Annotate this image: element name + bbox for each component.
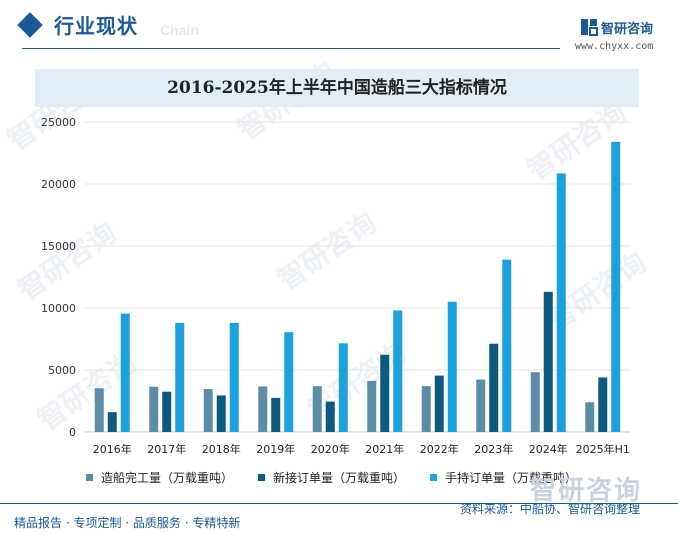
- legend-swatch: [86, 473, 93, 481]
- title-ghost-text: Chain: [160, 22, 199, 38]
- y-tick-label: 10000: [41, 302, 76, 315]
- bar: [598, 377, 608, 432]
- chart-title: 2016-2025年上半年中国造船三大指标情况: [167, 78, 507, 98]
- bar: [149, 386, 159, 432]
- legend-item-completed: 造船完工量（万载重吨）: [86, 467, 233, 487]
- legend-label: 造船完工量（万载重吨）: [101, 470, 234, 485]
- x-tick-label: 2016年: [93, 442, 132, 456]
- watermark-logo-text: 智研咨询: [530, 476, 643, 506]
- legend-label: 手持订单量（万载重吨）: [445, 470, 578, 485]
- x-tick-label: 2022年: [420, 442, 459, 456]
- x-tick-label: 2021年: [365, 442, 404, 456]
- y-tick-label: 5000: [48, 364, 76, 377]
- y-tick-label: 25000: [41, 116, 76, 129]
- y-tick-label: 15000: [41, 240, 76, 253]
- bar: [216, 395, 226, 432]
- bar: [447, 301, 457, 432]
- legend-swatch: [258, 473, 265, 481]
- footer-divider: [0, 503, 678, 504]
- chart-legend: 造船完工量（万载重吨） 新接订单量（万载重吨） 手持订单量（万载重吨）: [0, 467, 678, 487]
- bar: [556, 173, 566, 432]
- chart-title-bar: 2016-2025年上半年中国造船三大指标情况: [35, 69, 639, 107]
- bar: [162, 391, 172, 432]
- bar: [476, 379, 486, 432]
- bar: [489, 343, 499, 432]
- bar: [380, 354, 390, 432]
- legend-item-new-orders: 新接订单量（万载重吨）: [258, 467, 405, 487]
- legend-swatch: [430, 473, 437, 481]
- bar: [120, 313, 130, 432]
- bar: [107, 412, 117, 432]
- x-tick-label: 2024年: [529, 442, 568, 456]
- bar: [94, 388, 104, 432]
- bar: [229, 322, 239, 432]
- bar: [585, 402, 595, 432]
- bar: [284, 332, 294, 432]
- brand-logo-icon: [581, 19, 598, 36]
- x-tick-label: 2020年: [311, 442, 350, 456]
- bar: [271, 397, 281, 432]
- x-tick-label: 2023年: [474, 442, 513, 456]
- bar: [393, 310, 403, 432]
- bar: [611, 141, 621, 432]
- x-tick-label: 2018年: [202, 442, 241, 456]
- y-tick-label: 0: [69, 426, 76, 439]
- bar: [502, 259, 512, 432]
- bar: [203, 389, 213, 432]
- bar: [434, 375, 444, 432]
- header-divider: [22, 48, 560, 49]
- bar-chart: 0 5000 10000 15000 20000 25000 2016年 2017年 2018年…: [41, 116, 630, 456]
- bar: [367, 380, 377, 432]
- bar: [421, 386, 431, 432]
- diamond-icon: [17, 12, 43, 38]
- bar: [325, 401, 335, 432]
- x-tick-label: 2025年H1: [576, 442, 630, 456]
- bar: [338, 343, 348, 432]
- bar: [258, 386, 268, 432]
- bar: [312, 386, 322, 432]
- page-header: 行业现状 Chain 智研咨询 www.chyxx.com: [0, 0, 678, 56]
- y-tick-label: 20000: [41, 178, 76, 191]
- legend-label: 新接订单量（万载重吨）: [273, 470, 406, 485]
- brand-url: www.chyxx.com: [575, 41, 654, 52]
- brand-name: 智研咨询: [601, 22, 654, 37]
- legend-item-backlog: 手持订单量（万载重吨）: [430, 467, 577, 487]
- x-tick-label: 2017年: [147, 442, 186, 456]
- footer-source: 资料来源：中船协、智研咨询整理: [460, 502, 641, 516]
- bar: [543, 291, 553, 432]
- bar: [530, 372, 540, 432]
- bar: [175, 322, 185, 432]
- footer-slogan: 精品报告 · 专项定制 · 品质服务 · 专精特新: [14, 516, 241, 530]
- page-title: 行业现状: [54, 14, 138, 38]
- x-tick-label: 2019年: [256, 442, 295, 456]
